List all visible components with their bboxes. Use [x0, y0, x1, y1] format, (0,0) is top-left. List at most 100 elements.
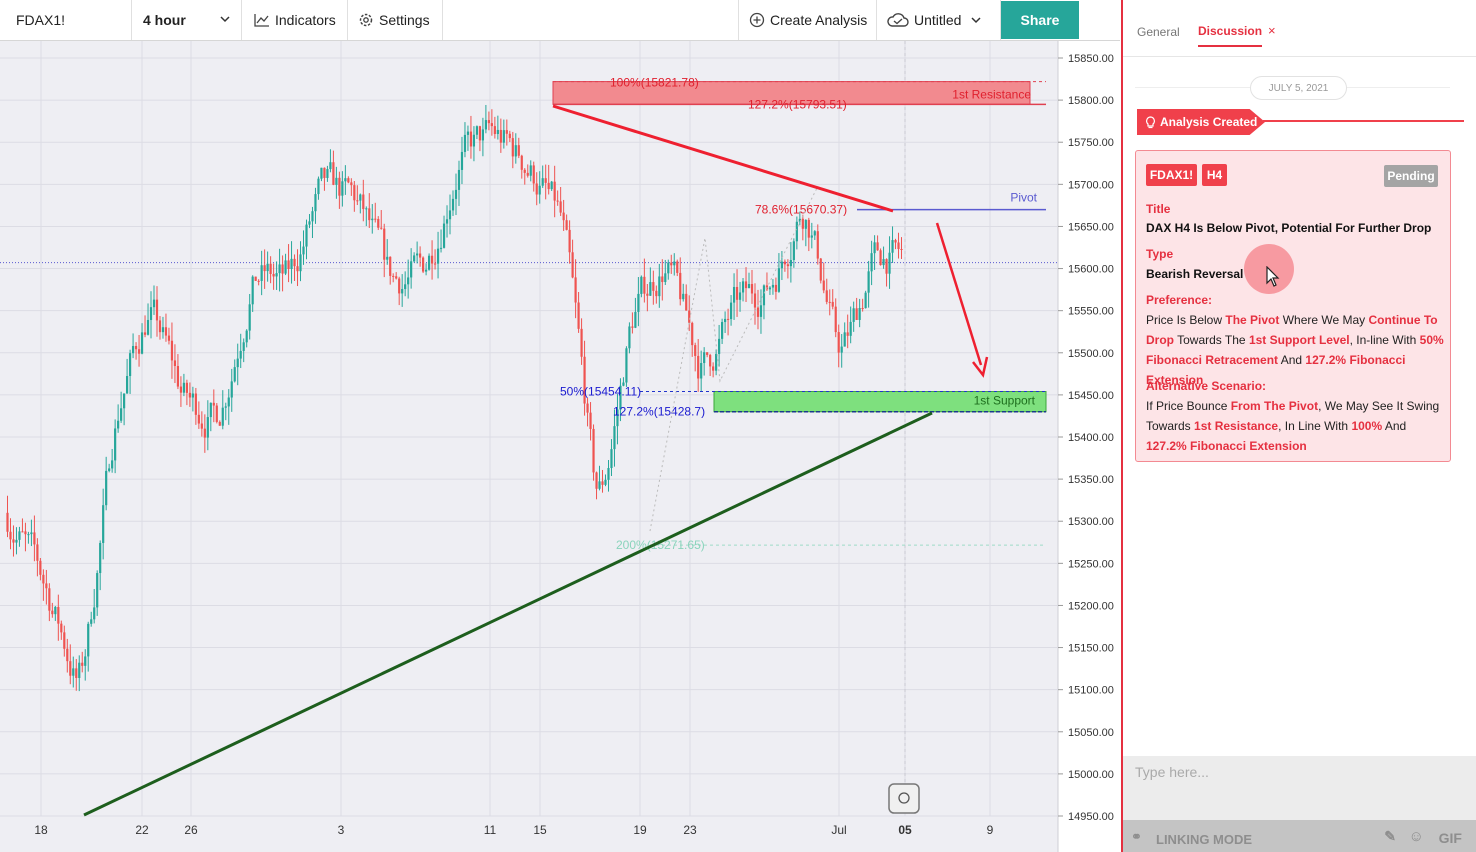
- candle-body: [744, 281, 748, 289]
- tab-close-icon[interactable]: ×: [1268, 23, 1276, 38]
- candle-body: [125, 376, 129, 394]
- candle-body: [191, 393, 194, 398]
- symbol-field[interactable]: FDAX1!: [0, 0, 132, 40]
- candle-body: [475, 126, 479, 135]
- linking-mode-label[interactable]: LINKING MODE: [1156, 832, 1253, 847]
- candle-body: [879, 250, 882, 266]
- candle-body: [72, 668, 75, 676]
- candle-body: [861, 308, 864, 310]
- linking-mode-bar: ⚭ LINKING MODE ✎ ☺ GIF: [1123, 820, 1476, 852]
- candle-body: [667, 262, 670, 274]
- settings-label: Settings: [379, 12, 430, 28]
- price-chart[interactable]: 15850.00 15800.00 15750.00 15700.00 15650.00…: [0, 41, 1120, 852]
- candle-body: [837, 332, 840, 353]
- type-label: Type: [1146, 247, 1174, 261]
- settings-button[interactable]: Settings: [348, 0, 443, 40]
- pivot-label: Pivot: [1010, 191, 1037, 205]
- candle-body: [212, 402, 215, 406]
- create-analysis-button[interactable]: Create Analysis: [738, 0, 877, 40]
- candle-body: [209, 402, 212, 418]
- date-pill: JULY 5, 2021: [1250, 76, 1347, 100]
- candle-body: [526, 172, 529, 176]
- chevron-down-icon: [220, 16, 230, 23]
- message-placeholder: Type here...: [1135, 764, 1209, 780]
- candle-body: [726, 318, 730, 320]
- chevron-down-icon: [971, 17, 981, 24]
- candle-body: [6, 512, 9, 532]
- preference-text: Price Is Below The Pivot Where We May Co…: [1146, 310, 1446, 390]
- candle-body: [427, 255, 431, 270]
- candle-body: [377, 218, 380, 228]
- candle-body: [511, 138, 514, 157]
- candle-body: [454, 189, 458, 199]
- candle-body: [329, 162, 332, 170]
- price-tick-label: 15450.00: [1068, 390, 1114, 402]
- candle-body: [481, 129, 485, 141]
- candle-body: [547, 182, 550, 190]
- candle-body: [131, 346, 135, 354]
- gif-button[interactable]: GIF: [1438, 830, 1462, 846]
- gear-icon: [359, 13, 373, 27]
- candle-body: [894, 240, 897, 243]
- candle-body: [323, 167, 326, 178]
- candle-body: [858, 308, 861, 320]
- candle-body: [416, 253, 419, 256]
- candle-body: [66, 648, 69, 662]
- analysis-created-tag: Analysis Created: [1137, 109, 1265, 135]
- price-tick-label: 15800.00: [1068, 95, 1114, 107]
- tab-general[interactable]: General: [1137, 25, 1180, 39]
- analysis-title: DAX H4 Is Below Pivot, Potential For Fur…: [1146, 221, 1432, 235]
- candle-body: [801, 218, 804, 229]
- candle-body: [882, 259, 885, 266]
- candle-body: [281, 264, 284, 274]
- candle-body: [51, 610, 54, 615]
- candle-body: [682, 293, 685, 300]
- candle-body: [804, 219, 807, 229]
- candle-body: [723, 318, 727, 323]
- candle-body: [272, 273, 275, 277]
- candle-body: [251, 276, 254, 305]
- candle-body: [120, 408, 123, 421]
- candle-body: [517, 145, 520, 156]
- candle-body: [676, 261, 679, 273]
- candle-body: [30, 532, 33, 535]
- link-icon[interactable]: ⚭: [1131, 829, 1142, 844]
- candle-body: [843, 332, 846, 347]
- candle-body: [90, 619, 93, 624]
- candle-body: [401, 289, 404, 294]
- candle-body: [374, 218, 377, 220]
- candle-body: [813, 231, 816, 236]
- fib-200-label: 200%(15271.65): [616, 538, 705, 552]
- candle-body: [93, 607, 96, 620]
- tab-discussion[interactable]: Discussion: [1198, 24, 1263, 47]
- candle-body: [111, 460, 114, 469]
- candle-body: [311, 211, 314, 222]
- candle-body: [613, 426, 616, 450]
- emoji-icon[interactable]: ☺: [1408, 828, 1424, 845]
- attachment-icon[interactable]: ✎: [1384, 828, 1396, 844]
- candle-body: [619, 385, 622, 410]
- candle-body: [747, 284, 751, 289]
- candle-body: [451, 198, 455, 211]
- share-button[interactable]: Share: [1001, 1, 1079, 39]
- time-tick-label: 26: [184, 823, 198, 837]
- candle-body: [161, 327, 165, 333]
- analysis-type: Bearish Reversal: [1146, 267, 1244, 281]
- candle-body: [819, 258, 822, 281]
- message-composer[interactable]: Type here...: [1123, 756, 1476, 820]
- chart-area[interactable]: 15850.00 15800.00 15750.00 15700.00 15650.00…: [0, 41, 1120, 852]
- analysis-drawings[interactable]: 100%(15821.78) 127.2%(15793.51) 1st Resist…: [83, 76, 1047, 817]
- layout-name: Untitled: [914, 12, 962, 28]
- candle-body: [574, 277, 577, 303]
- layout-select[interactable]: Untitled: [877, 0, 1001, 40]
- candle-body: [586, 403, 589, 413]
- price-tick-label: 15850.00: [1068, 53, 1114, 65]
- indicators-button[interactable]: Indicators: [242, 0, 348, 40]
- price-tick-label: 15700.00: [1068, 179, 1114, 191]
- candle-body: [469, 131, 473, 147]
- candle-body: [762, 285, 766, 306]
- candle-body: [442, 223, 446, 248]
- candle-body: [152, 299, 156, 308]
- axis-panel: [1058, 41, 1120, 852]
- interval-select[interactable]: 4 hour: [132, 0, 242, 40]
